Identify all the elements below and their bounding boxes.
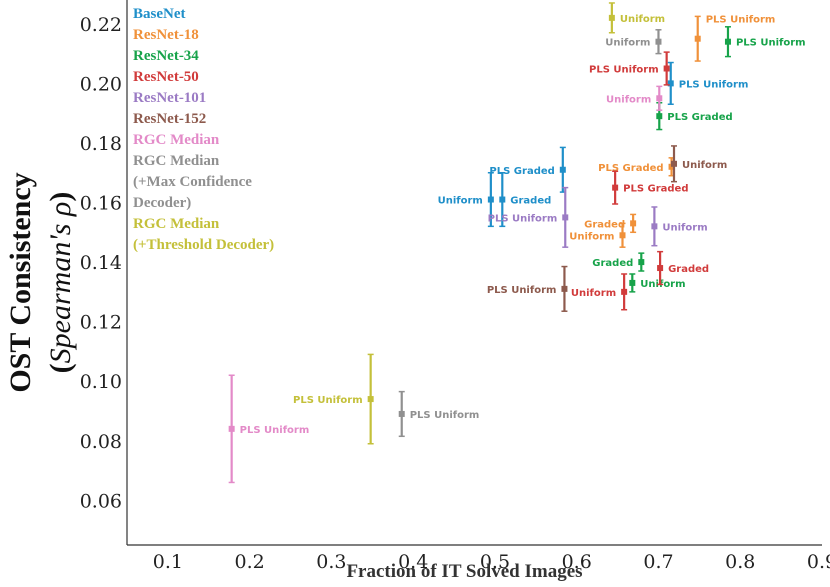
- data-point: [656, 113, 663, 120]
- data-label: Graded: [668, 264, 709, 275]
- data-label: Uniform: [620, 14, 665, 25]
- data-label: PLS Uniform: [488, 213, 558, 224]
- legend-entry: ResNet-101: [133, 90, 206, 106]
- legend-entry: Decoder): [133, 195, 191, 211]
- x-tick-label: 0.3: [316, 551, 346, 573]
- legend-entry: (+Threshold Decoder): [133, 237, 274, 253]
- x-tick-label: 0.5: [480, 551, 510, 573]
- legend-entry: RGC Median: [133, 216, 220, 232]
- data-point: [694, 35, 701, 42]
- data-label: PLS Uniform: [736, 38, 806, 49]
- data-point: [398, 410, 405, 417]
- data-point: [487, 196, 494, 203]
- data-point: [663, 65, 670, 72]
- legend-entry: ResNet-34: [133, 48, 199, 64]
- data-point: [656, 95, 663, 102]
- data-point: [671, 160, 678, 167]
- legend: BaseNet ResNet-18 ResNet-34 ResNet-50 ResNet…: [133, 6, 274, 253]
- y-tick-label: 0.10: [80, 371, 122, 393]
- y-tick-label: 0.12: [80, 312, 122, 334]
- data-point: [499, 196, 506, 203]
- x-tick-label: 0.7: [643, 551, 673, 573]
- data-label: PLS Uniform: [679, 79, 749, 90]
- y-axis-sublabel: (Spearman's ρ): [44, 192, 77, 374]
- data-label: PLS Uniform: [240, 425, 310, 436]
- y-tick-label: 0.16: [80, 193, 122, 215]
- y-axis-sublabel-italic: Spearman's ρ: [44, 202, 77, 364]
- data-point: [724, 38, 731, 45]
- data-label: Graded: [592, 258, 633, 269]
- legend-entry: BaseNet: [133, 6, 186, 22]
- y-tick-label: 0.08: [80, 431, 122, 453]
- data-point: [561, 285, 568, 292]
- data-label: PLS Graded: [489, 166, 554, 177]
- legend-entry: RGC Median: [133, 153, 220, 169]
- data-point: [608, 14, 615, 21]
- data-label: PLS Uniform: [589, 64, 659, 75]
- data-point: [655, 38, 662, 45]
- data-point: [667, 80, 674, 87]
- x-tick-label: 0.9: [807, 551, 830, 573]
- x-tick-label: 0.2: [235, 551, 265, 573]
- data-label: PLS Uniform: [293, 395, 363, 406]
- data-point: [629, 279, 636, 286]
- data-label: Uniform: [662, 222, 707, 233]
- legend-entry: ResNet-50: [133, 69, 199, 85]
- data-label: PLS Uniform: [487, 285, 557, 296]
- data-label: Uniform: [571, 288, 616, 299]
- y-tick-label: 0.22: [80, 14, 122, 36]
- x-tick-label: 0.1: [153, 551, 183, 573]
- y-axis-label: OST Consistency: [4, 172, 37, 392]
- tick-labels: 0.1 0.2 0.3 0.4 0.5 0.6 0.7 0.8 0.9 0.06 0.08 0.10 0…: [80, 14, 830, 573]
- data-point: [630, 220, 637, 227]
- data-point: [228, 425, 235, 432]
- data-point: [651, 223, 658, 230]
- data-label: PLS Uniform: [410, 410, 480, 421]
- data-label: Uniform: [606, 94, 651, 105]
- legend-entry: (+Max Confidence: [133, 174, 252, 190]
- data-point: [621, 288, 628, 295]
- legend-entry: ResNet-18: [133, 27, 199, 43]
- data-point: [612, 184, 619, 191]
- x-tick-label: 0.8: [725, 551, 755, 573]
- axes: [126, 0, 822, 546]
- x-tick-label: 0.6: [562, 551, 592, 573]
- data-label: Uniform: [569, 231, 614, 242]
- y-axis-sublabel-close: ): [44, 192, 77, 202]
- data-label: Uniform: [438, 196, 483, 207]
- x-axis-label: Fraction of IT Solved Images: [346, 561, 582, 582]
- data-label: PLS Graded: [598, 163, 663, 174]
- data-label: Uniform: [605, 38, 650, 49]
- data-label: PLS Graded: [667, 112, 732, 123]
- data-label: Graded: [584, 219, 625, 230]
- data-label: PLS Graded: [623, 184, 688, 195]
- data-point: [367, 396, 374, 403]
- data-point: [657, 265, 664, 272]
- y-axis-sublabel-open: (: [44, 363, 77, 373]
- data-point: [562, 214, 569, 221]
- legend-entry: ResNet-152: [133, 111, 206, 127]
- legend-entry: RGC Median: [133, 132, 220, 148]
- x-tick-label: 0.4: [398, 551, 428, 573]
- data-label: PLS Uniform: [706, 14, 776, 25]
- data-point: [559, 166, 566, 173]
- y-tick-label: 0.18: [80, 133, 122, 155]
- y-tick-label: 0.14: [80, 252, 122, 274]
- data-label: Graded: [510, 196, 551, 207]
- data-point: [619, 232, 626, 239]
- y-tick-label: 0.20: [80, 73, 122, 95]
- data-label: Uniform: [682, 160, 727, 171]
- data-point: [638, 259, 645, 266]
- y-tick-label: 0.06: [80, 490, 122, 512]
